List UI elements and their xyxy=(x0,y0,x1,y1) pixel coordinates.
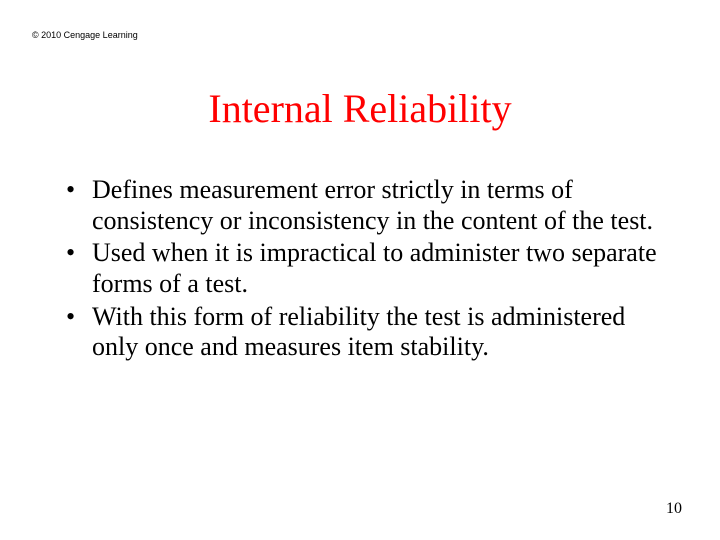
slide-body: Defines measurement error strictly in te… xyxy=(62,175,662,365)
bullet-item: Used when it is impractical to administe… xyxy=(62,238,662,299)
slide: © 2010 Cengage Learning Internal Reliabi… xyxy=(0,0,720,540)
page-number: 10 xyxy=(666,500,682,518)
bullet-item: Defines measurement error strictly in te… xyxy=(62,175,662,236)
bullet-item: With this form of reliability the test i… xyxy=(62,302,662,363)
copyright-text: © 2010 Cengage Learning xyxy=(32,30,138,40)
bullet-list: Defines measurement error strictly in te… xyxy=(62,175,662,363)
slide-title: Internal Reliability xyxy=(0,85,720,132)
